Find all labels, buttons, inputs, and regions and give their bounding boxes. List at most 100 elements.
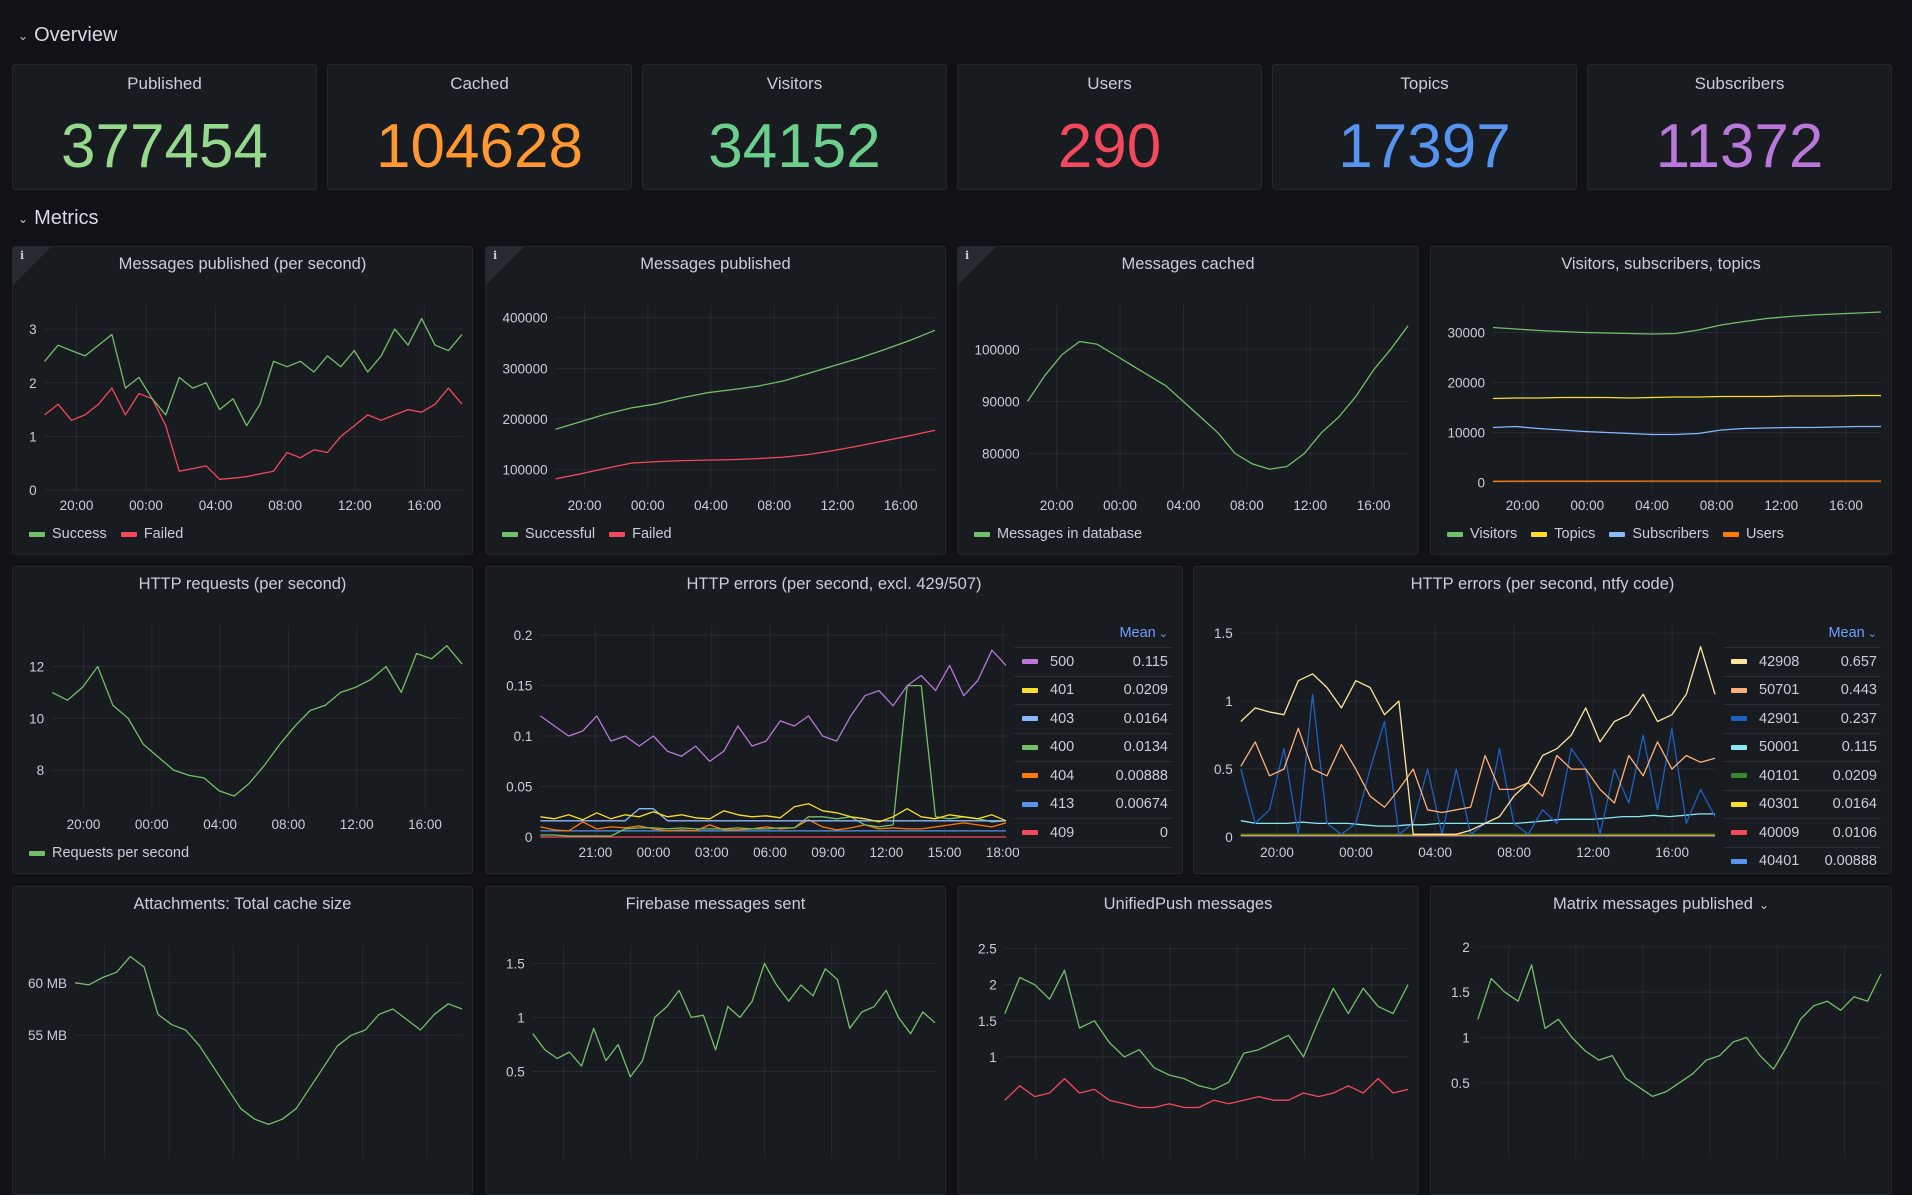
y-tick-label: 2.5 [978, 942, 997, 957]
legend-swatch [1022, 745, 1038, 750]
series-line-value [1478, 965, 1881, 1097]
series-line-500 [540, 650, 1006, 761]
sort-mean-header[interactable]: Mean ⌄ [1723, 621, 1881, 648]
legend-label: 404 [1050, 768, 1116, 784]
legend: Success Failed [29, 526, 183, 542]
legend-item[interactable]: Failed [121, 526, 184, 542]
legend-swatch [1731, 716, 1747, 721]
y-tick-label: 10000 [1447, 426, 1485, 441]
legend-item[interactable]: Topics [1531, 526, 1595, 542]
legend-swatch [1022, 716, 1038, 721]
x-tick-label: 20:00 [1040, 498, 1074, 513]
series-line-messages-in-database [1028, 326, 1408, 469]
legend-label: Users [1746, 526, 1784, 542]
legend-label: 40401 [1759, 853, 1825, 869]
stat-value: 104628 [328, 111, 631, 183]
x-tick-label: 12:00 [1764, 498, 1798, 513]
chevron-down-icon: ⌄ [1156, 628, 1168, 640]
legend-item[interactable]: Messages in database [974, 526, 1142, 542]
legend-mean-value: 0.0106 [1833, 825, 1877, 841]
y-tick-label: 8 [37, 763, 45, 778]
x-tick-label: 04:00 [203, 817, 237, 832]
x-tick-label: 00:00 [1339, 845, 1373, 860]
legend-label: Failed [144, 526, 184, 542]
x-tick-label: 16:00 [408, 817, 442, 832]
legend-label: Failed [632, 526, 672, 542]
legend-item[interactable]: Subscribers [1609, 526, 1709, 542]
legend-label: Messages in database [997, 526, 1142, 542]
x-tick-label: 16:00 [1357, 498, 1391, 513]
x-tick-label: 04:00 [1167, 498, 1201, 513]
legend-swatch [1731, 830, 1747, 835]
legend-item[interactable]: Users [1723, 526, 1784, 542]
legend-item[interactable]: Failed [609, 526, 672, 542]
legend-mean-value: 0 [1160, 825, 1168, 841]
panel-http-errors-per-second-excl-429-507[interactable]: HTTP errors (per second, excl. 429/507)0… [485, 566, 1183, 874]
x-tick-label: 08:00 [1497, 845, 1531, 860]
legend-mean-value: 0.00888 [1825, 853, 1877, 869]
chevron-down-icon: ⌄ [18, 29, 28, 43]
legend-item[interactable]: Requests per second [29, 845, 189, 861]
legend-item[interactable]: Success [29, 526, 107, 542]
stat-title: Subscribers [1588, 74, 1891, 94]
chevron-down-icon: ⌄ [1865, 628, 1877, 640]
legend-item[interactable]: Visitors [1447, 526, 1517, 542]
x-tick-label: 16:00 [884, 498, 918, 513]
chart-svg: 0.511.52 [1431, 887, 1892, 1195]
y-tick-label: 100000 [975, 342, 1020, 357]
y-tick-label: 1.5 [1451, 985, 1470, 1000]
x-tick-label: 21:00 [578, 845, 612, 860]
y-tick-label: 0 [525, 830, 533, 845]
stat-title: Topics [1273, 74, 1576, 94]
x-tick-label: 00:00 [637, 845, 671, 860]
chevron-down-icon: ⌄ [18, 212, 28, 226]
legend-swatch [1731, 859, 1747, 864]
y-tick-label: 1 [29, 429, 37, 444]
legend-label: 40301 [1759, 796, 1833, 812]
overview-row-header[interactable]: ⌄ Overview [18, 24, 117, 47]
legend-mean-value: 0.443 [1841, 682, 1877, 698]
x-tick-label: 12:00 [869, 845, 903, 860]
legend-label: 42908 [1759, 654, 1841, 670]
y-tick-label: 0.2 [514, 628, 533, 643]
y-tick-label: 1 [1462, 1030, 1470, 1045]
metrics-row-header[interactable]: ⌄ Metrics [18, 207, 99, 230]
legend-item[interactable]: Successful [502, 526, 595, 542]
legend-header-label: Mean [1828, 625, 1864, 641]
y-tick-label: 12 [29, 659, 44, 674]
sort-mean-header[interactable]: Mean ⌄ [1014, 621, 1172, 648]
legend-mean-value: 0.00888 [1116, 768, 1168, 784]
y-tick-label: 1.5 [978, 1014, 997, 1029]
